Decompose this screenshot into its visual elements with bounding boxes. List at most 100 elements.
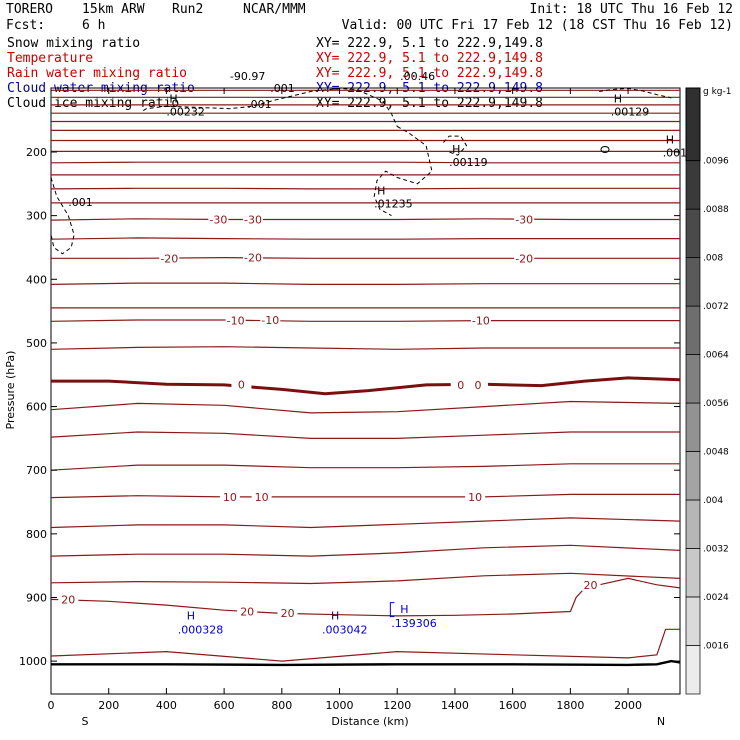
temperature-isotherms: -30 -30 -30-20 -20 -20-10 -10 -100 0 010 10 102020… — [50, 89, 681, 662]
colorbar-swatch — [685, 499, 701, 549]
legend-xy: XY= 222.9, 5.1 to 222.9,149.8 — [316, 66, 543, 81]
colorbar-swatch — [685, 645, 701, 695]
legend-xy: XY= 222.9, 5.1 to 222.9,149.8 — [316, 51, 543, 66]
isotherm-label-bg — [450, 378, 471, 391]
isotherm-line — [50, 517, 681, 529]
isotherm-label-bg — [260, 314, 281, 327]
cloud-ice-label: .001 — [270, 82, 295, 95]
isotherm-line — [50, 463, 680, 471]
isotherm-line — [50, 577, 681, 617]
cloud-ice-max-h: H — [666, 134, 674, 147]
cloud-water-max-value: .003042 — [322, 623, 368, 636]
colorbar-unit: g kg-1 — [703, 87, 731, 97]
isotherm-label: 20 — [240, 605, 254, 618]
isotherm-line — [50, 282, 680, 285]
x-tick-label: 1000 — [326, 699, 354, 712]
cloud-ice-max-value: .00232 — [166, 105, 205, 118]
fcst-label: Fcst: — [6, 18, 45, 33]
ground-surface — [51, 659, 681, 667]
isotherm-label-bg — [468, 378, 489, 391]
cloud-ice-contour — [443, 135, 468, 156]
x-tick-label: 200 — [98, 699, 119, 712]
y-tick-label: 400 — [26, 273, 47, 286]
init-time: Init: 18 UTC Thu 16 Feb 12 — [530, 2, 734, 17]
isotherm-label-bg — [465, 490, 486, 503]
cloud-ice-max-h: H — [169, 92, 177, 105]
legend-entry: Snow mixing ratio — [7, 36, 140, 51]
isotherm-label-bg — [514, 213, 535, 226]
cloud-ice-max-value: .00129 — [611, 105, 650, 118]
legend-entry: Cloud ice mixing ratio — [7, 96, 179, 111]
model-org: NCAR/MMM — [243, 2, 306, 17]
colorbar-tick-label: .0088 — [703, 205, 729, 215]
colorbar-tick-label: .0096 — [703, 157, 729, 167]
isotherm-label-bg — [225, 314, 246, 327]
cloud-ice-top-label: -90.97 — [230, 70, 265, 83]
colorbar-swatch — [685, 354, 701, 404]
x-tick-label: 0 — [48, 699, 55, 712]
legend-xy-top: XY= 222.9, 5.1 to 222.9,149.8 — [316, 36, 543, 51]
y-tick-label: 1000 — [19, 655, 47, 668]
cloud-ice-top-label: .00.46 — [400, 70, 435, 83]
x-tick-label: 1600 — [499, 699, 527, 712]
x-tick-label: 1200 — [383, 699, 411, 712]
isotherm-label: 20 — [61, 593, 75, 606]
cloud-ice-contour — [50, 177, 75, 255]
isotherm-label: -20 — [515, 252, 533, 265]
isotherm-label: 10 — [468, 491, 482, 504]
isotherm-label: -20 — [244, 252, 262, 265]
isotherm-line — [50, 628, 680, 662]
cloud-ice-max-h: H — [377, 185, 385, 198]
fcst-value: 6 h — [82, 18, 105, 33]
legend-entry: Temperature — [7, 51, 93, 66]
isotherm-line — [50, 346, 680, 350]
isotherm-line — [50, 431, 680, 439]
x-tick-label: 2000 — [614, 699, 642, 712]
isotherm-label-bg — [242, 213, 263, 226]
colorbar-swatch — [685, 548, 701, 598]
isotherm-line — [50, 187, 680, 190]
isotherm-label-bg — [242, 251, 263, 264]
cloud-ice-max-value: .00119 — [449, 156, 488, 169]
cloud-water-max-h: H — [187, 609, 195, 622]
isotherm-label: -10 — [472, 315, 490, 328]
colorbar-swatch — [685, 596, 701, 646]
isotherm-label-bg — [277, 606, 298, 619]
isotherm-label-bg — [237, 605, 258, 618]
isotherm-label: -30 — [209, 213, 227, 226]
model-resolution: 15km ARW — [82, 2, 145, 17]
cloud-ice-label: .001 — [68, 196, 93, 209]
isotherm-line — [50, 161, 680, 164]
isotherm-label-bg — [58, 593, 79, 606]
y-tick-label: 800 — [26, 528, 47, 541]
isotherm-label-bg — [219, 490, 240, 503]
colorbar-tick-label: .0048 — [703, 448, 729, 458]
x-tick-label: 1400 — [441, 699, 469, 712]
y-tick-label: 200 — [26, 146, 47, 159]
cloud-water-max-h: H — [400, 603, 408, 616]
cloud-ice-label: .001 — [247, 98, 272, 111]
colorbar-swatch — [685, 305, 701, 355]
isotherm-label-bg — [251, 490, 272, 503]
ground-line — [51, 659, 681, 667]
isotherm-label-bg — [470, 314, 491, 327]
cloud-water-max-value: .000328 — [178, 623, 224, 636]
cloud-ice-max-value: .01235 — [374, 198, 413, 211]
isotherm-label: -30 — [244, 213, 262, 226]
cloud-ice-contours: .001.001.001-90.97.00.46H.00232H.01235H.… — [50, 70, 694, 255]
isotherm-label-bg — [580, 578, 601, 591]
x-tick-label: 400 — [156, 699, 177, 712]
isotherm-label: 0 — [457, 379, 464, 392]
axes: 0 200 400 600 800 1000 1200 1400 1600 1800 2000200… — [19, 88, 680, 712]
colorbar-swatch — [685, 208, 701, 259]
cloud-ice-max-h: H — [452, 143, 460, 156]
colorbar-tick-label: .0032 — [703, 545, 729, 555]
cloud-water-max-h: H — [331, 609, 339, 622]
x-axis-label: Distance (km) — [331, 715, 408, 728]
colorbar-tick-label: .0072 — [703, 302, 729, 312]
plot-frame — [50, 87, 681, 695]
legend-xy: XY= 222.9, 5.1 to 222.9,149.8 — [316, 96, 543, 111]
isotherm-line — [50, 237, 680, 240]
x-tick-label: 1800 — [556, 699, 584, 712]
